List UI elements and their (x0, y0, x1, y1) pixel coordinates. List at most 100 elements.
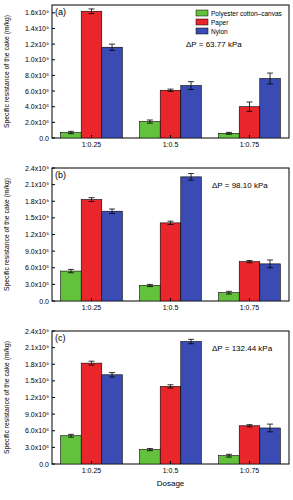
y-tick-label: 4.0x10⁸ (25, 103, 49, 110)
y-tick-label: 1.2x10⁹ (25, 231, 49, 238)
y-axis-label: Specific resistance of the cake (m/kg) (3, 15, 11, 128)
y-tick (52, 430, 55, 431)
x-tick-label: 1:0.5 (163, 467, 179, 474)
y-tick (52, 464, 55, 465)
bar (260, 428, 281, 464)
bars (61, 339, 281, 464)
y-tick (52, 347, 55, 348)
x-tick (249, 298, 250, 301)
bar (181, 342, 202, 464)
error-bar (89, 9, 95, 14)
legend-label: Polyester cotton–canvas (211, 10, 283, 18)
bar (181, 86, 202, 138)
error-bar (147, 448, 153, 450)
error-bar (247, 261, 253, 263)
legend-swatch (196, 19, 208, 25)
x-tick (91, 135, 92, 138)
bar (81, 200, 102, 301)
y-tick-label: 8.0x10⁸ (25, 72, 49, 79)
plot-frame (52, 168, 289, 301)
x-axis-label: Dosage (157, 479, 185, 488)
y-tick (52, 447, 55, 448)
error-bar (226, 454, 232, 457)
annotation: ΔP = 98.10 kPa (212, 181, 268, 190)
bar (102, 47, 123, 138)
error-bar (267, 424, 273, 432)
y-tick-label: 0.0 (39, 135, 49, 142)
x-tick (170, 135, 171, 138)
y-tick-label: 6.0x10⁸ (25, 264, 49, 271)
x-tick (249, 135, 250, 138)
y-tick-label: 6.0x10⁸ (25, 88, 49, 95)
bar (61, 271, 82, 301)
y-tick (52, 301, 55, 302)
annotation: ΔP = 63.77 kPa (186, 40, 242, 49)
legend-label: Nylon (211, 28, 228, 36)
x-tick (91, 298, 92, 301)
y-tick-label: 0.0 (39, 461, 49, 468)
error-bar (68, 131, 74, 133)
x-tick (249, 461, 250, 464)
y-tick-label: 2.4x10⁹ (25, 165, 49, 172)
y-tick (52, 397, 55, 398)
bar (260, 264, 281, 301)
plot-frame (52, 331, 289, 464)
y-tick (52, 217, 55, 218)
y-tick (52, 201, 55, 202)
bar (160, 386, 181, 464)
y-tick-label: 3.0x10⁸ (25, 444, 49, 451)
error-bar (89, 198, 95, 202)
y-tick (52, 28, 55, 29)
error-bar (267, 73, 273, 84)
error-bar (247, 425, 253, 427)
y-tick-label: 1.8x10⁹ (25, 198, 49, 205)
figure: 0.0 2.0x10⁸ 4.0x10⁸ 6.0x10⁸ 8.0x10⁸ 1.0x10⁹ 1.… (0, 0, 293, 500)
x-tick (170, 461, 171, 464)
y-tick-label: 1.0x10⁹ (25, 56, 49, 63)
error-bar (89, 361, 95, 365)
error-bar (226, 291, 232, 294)
error-bar (109, 209, 115, 213)
panel: 0.0 2.0x10⁸ 4.0x10⁸ 6.0x10⁸ 8.0x10⁸ 1.0x10⁹ 1.… (3, 5, 289, 148)
bars (61, 174, 281, 301)
panel: 0.03.0x10⁸6.0x10⁸9.0x10⁸1.2x10⁹1.5x10⁹1.… (3, 165, 289, 312)
y-tick (52, 44, 55, 45)
x-tick-label: 1:0.75 (240, 304, 260, 311)
bar (102, 375, 123, 464)
error-bar (168, 221, 174, 224)
bar (102, 211, 123, 301)
y-tick-label: 1.5x10⁹ (25, 377, 49, 384)
y-axis-label: Specific resistance of the cake (m/kg) (3, 178, 11, 291)
x-tick-label: 1:0.25 (82, 141, 102, 148)
legend-swatch (196, 28, 208, 34)
y-tick-label: 1.4x10⁹ (25, 25, 49, 32)
plot-frame (52, 5, 289, 138)
y-tick (52, 380, 55, 381)
bar (219, 133, 240, 138)
error-bar (188, 339, 194, 343)
panel-label: (a) (55, 7, 66, 17)
x-tick-label: 1:0.75 (240, 467, 260, 474)
y-tick-label: 2.1x10⁹ (25, 344, 49, 351)
bar (81, 11, 102, 138)
y-tick-label: 2.0x10⁸ (25, 119, 49, 126)
y-tick-label: 1.8x10⁹ (25, 361, 49, 368)
bar (239, 426, 260, 464)
y-tick-label: 9.0x10⁸ (25, 248, 49, 255)
y-tick-label: 3.0x10⁸ (25, 281, 49, 288)
bars (61, 9, 281, 138)
y-tick (52, 91, 55, 92)
error-bar (68, 434, 74, 437)
y-tick (52, 331, 55, 332)
x-tick (91, 461, 92, 464)
bar (140, 450, 161, 464)
bar (160, 90, 181, 138)
x-tick-label: 1:0.5 (163, 304, 179, 311)
y-tick-label: 2.1x10⁹ (25, 181, 49, 188)
y-tick (52, 267, 55, 268)
error-bar (68, 269, 74, 272)
error-bar (226, 132, 232, 134)
bar (260, 79, 281, 138)
legend-swatch (196, 10, 208, 16)
y-tick-label: 0.0 (39, 298, 49, 305)
